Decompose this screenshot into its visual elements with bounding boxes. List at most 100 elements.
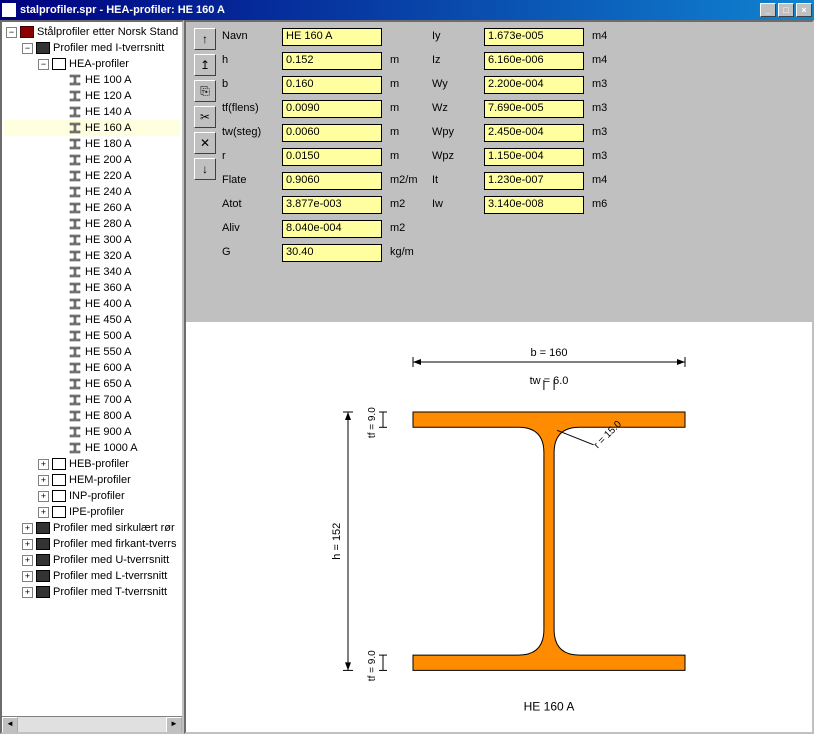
tree-item[interactable]: +HEM-profiler (4, 472, 180, 488)
tree-label: HE 120 A (85, 90, 131, 102)
tree-expander[interactable]: + (38, 475, 49, 486)
tree-item[interactable]: HE 220 A (4, 168, 180, 184)
tree-item[interactable]: HE 260 A (4, 200, 180, 216)
tool-button-2[interactable]: ✂ (194, 106, 216, 128)
tree-item[interactable]: HE 450 A (4, 312, 180, 328)
tree-item[interactable]: +Profiler med T-tverrsnitt (4, 584, 180, 600)
tree-item[interactable]: HE 100 A (4, 72, 180, 88)
prop-value-field[interactable]: 8.040e-004 (282, 220, 382, 238)
tree-item[interactable]: −Stålprofiler etter Norsk Stand (4, 24, 180, 40)
tree-item[interactable]: HE 160 A (4, 120, 180, 136)
tree-item[interactable]: HE 600 A (4, 360, 180, 376)
prop-value-field[interactable]: 0.0150 (282, 148, 382, 166)
tree-expander[interactable]: + (22, 539, 33, 550)
tree-item[interactable]: + INP-profiler (4, 488, 180, 504)
tree-item[interactable]: HE 140 A (4, 104, 180, 120)
tree-item[interactable]: HE 500 A (4, 328, 180, 344)
cam-icon (36, 522, 50, 534)
tree-sidebar: −Stålprofiler etter Norsk Stand−Profiler… (0, 20, 184, 734)
prop-value-field[interactable]: 0.0090 (282, 100, 382, 118)
tree-expander[interactable]: + (22, 555, 33, 566)
tree-expander[interactable]: − (6, 27, 17, 38)
tool-button-3[interactable]: ✕ (194, 132, 216, 154)
tree-expander[interactable]: + (22, 523, 33, 534)
prop-value-field[interactable]: 1.673e-005 (484, 28, 584, 46)
prop-unit: m3 (592, 124, 622, 142)
tree-expander[interactable]: + (38, 491, 49, 502)
up-arrow-button[interactable]: ↑ (194, 28, 216, 50)
tree-item[interactable]: HE 240 A (4, 184, 180, 200)
tree-item[interactable]: HE 300 A (4, 232, 180, 248)
tree-expander[interactable]: + (38, 507, 49, 518)
tree-expander (54, 347, 65, 358)
prop-unit: m2 (390, 220, 424, 238)
tree-label: Profiler med U-tverrsnitt (53, 554, 169, 566)
prop-value-field[interactable]: 3.140e-008 (484, 196, 584, 214)
tree-label: HE 500 A (85, 330, 131, 342)
tree-item[interactable]: HE 280 A (4, 216, 180, 232)
tree-item[interactable]: +Profiler med sirkulært rør (4, 520, 180, 536)
dim-h-label: h = 152 (331, 523, 343, 560)
scroll-right-button[interactable]: ► (166, 717, 182, 733)
prop-value-field[interactable]: 1.150e-004 (484, 148, 584, 166)
tree-expander[interactable]: + (38, 459, 49, 470)
prop-value-field[interactable]: 6.160e-006 (484, 52, 584, 70)
tree-item[interactable]: HE 360 A (4, 280, 180, 296)
tree-item[interactable]: HE 120 A (4, 88, 180, 104)
tree-item[interactable]: −HEA-profiler (4, 56, 180, 72)
scroll-track[interactable] (18, 717, 166, 732)
horizontal-scrollbar[interactable]: ◄ ► (2, 716, 182, 732)
prop-value-field[interactable]: 3.877e-003 (282, 196, 382, 214)
minimize-button[interactable]: _ (760, 3, 776, 17)
tree-item[interactable]: HE 200 A (4, 152, 180, 168)
prop-unit: m3 (592, 76, 622, 94)
prop-value-field[interactable]: 0.152 (282, 52, 382, 70)
folder-icon (52, 58, 66, 70)
down-arrow-button[interactable]: ↓ (194, 158, 216, 180)
tree-expander[interactable]: − (22, 43, 33, 54)
prop-label: Iy (432, 28, 476, 46)
book-icon (20, 26, 34, 38)
close-button[interactable]: × (796, 3, 812, 17)
tree-item[interactable]: +HEB-profiler (4, 456, 180, 472)
tree-item[interactable]: HE 320 A (4, 248, 180, 264)
tree-item[interactable]: −Profiler med I-tverrsnitt (4, 40, 180, 56)
tree-item[interactable]: HE 400 A (4, 296, 180, 312)
tree-item[interactable]: HE 900 A (4, 424, 180, 440)
prop-value-field[interactable]: 0.0060 (282, 124, 382, 142)
tree-expander[interactable]: − (38, 59, 49, 70)
prop-value-field[interactable]: 30.40 (282, 244, 382, 262)
prop-value-field[interactable]: 2.200e-004 (484, 76, 584, 94)
tree-expander[interactable]: + (22, 571, 33, 582)
tree-item[interactable]: HE 700 A (4, 392, 180, 408)
tree-item[interactable]: + Profiler med U-tverrsnitt (4, 552, 180, 568)
tool-button-1[interactable]: ⎘ (194, 80, 216, 102)
tree-item[interactable]: +Profiler med firkant-tverrs (4, 536, 180, 552)
prop-value-field[interactable]: 0.160 (282, 76, 382, 94)
tree-label: IPE-profiler (69, 506, 124, 518)
prop-value-field[interactable]: 2.450e-004 (484, 124, 584, 142)
cam-icon (36, 586, 50, 598)
prop-value-field[interactable]: HE 160 A (282, 28, 382, 46)
tree-item[interactable]: + IPE-profiler (4, 504, 180, 520)
out-arrow-button[interactable]: ↥ (194, 54, 216, 76)
tree-item[interactable]: +Profiler med L-tverrsnitt (4, 568, 180, 584)
prop-value-field[interactable]: 7.690e-005 (484, 100, 584, 118)
tree-item[interactable]: HE 180 A (4, 136, 180, 152)
tree-item[interactable]: HE 340 A (4, 264, 180, 280)
tree-expander (54, 139, 65, 150)
tree-item[interactable]: HE 1000 A (4, 440, 180, 456)
scroll-left-button[interactable]: ◄ (2, 717, 18, 733)
tree-expander[interactable]: + (22, 587, 33, 598)
prop-value-field[interactable]: 1.230e-007 (484, 172, 584, 190)
prop-label: b (222, 76, 274, 94)
prop-label: G (222, 244, 274, 262)
tree-item[interactable]: HE 800 A (4, 408, 180, 424)
prop-value-field[interactable]: 0.9060 (282, 172, 382, 190)
tree-item[interactable]: HE 650 A (4, 376, 180, 392)
maximize-button[interactable]: □ (778, 3, 794, 17)
ibeam-icon (68, 442, 82, 454)
tree-item[interactable]: HE 550 A (4, 344, 180, 360)
tree-expander (54, 187, 65, 198)
tree-label: INP-profiler (69, 490, 125, 502)
